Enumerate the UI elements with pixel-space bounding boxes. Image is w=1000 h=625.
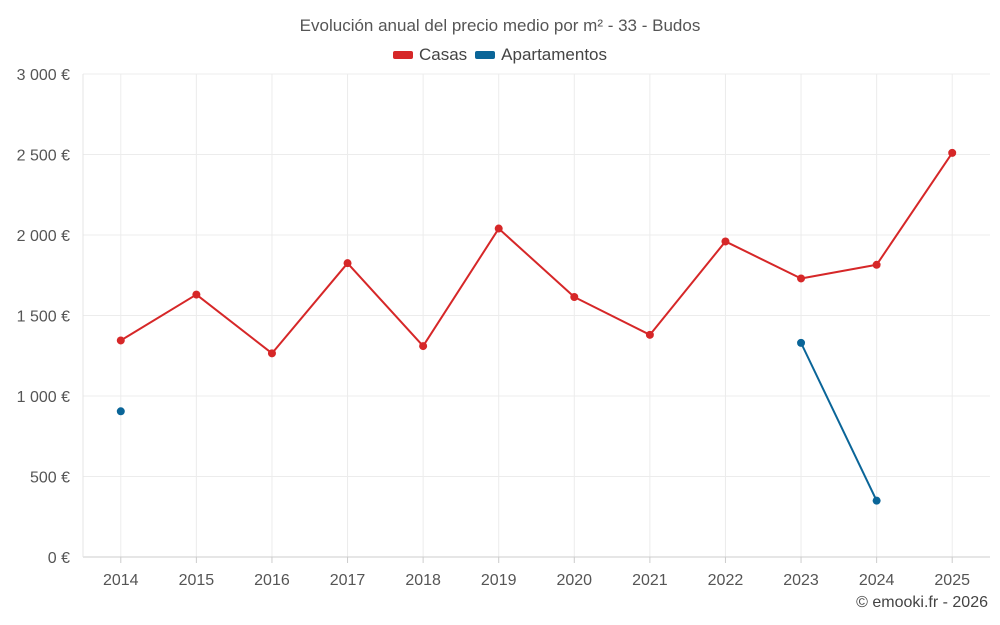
y-tick-label: 2 000 €: [17, 228, 70, 245]
data-point-casas[interactable]: [645, 330, 654, 339]
data-point-casas[interactable]: [419, 342, 428, 351]
copyright-credit: © emooki.fr - 2026: [856, 594, 988, 611]
data-point-casas[interactable]: [192, 290, 201, 299]
y-tick-label: 1 500 €: [17, 309, 70, 326]
x-tick-label: 2023: [783, 572, 819, 589]
data-point-casas[interactable]: [570, 292, 579, 301]
x-tick-label: 2019: [481, 572, 517, 589]
x-tick-label: 2021: [632, 572, 668, 589]
axes-layer: 0 € 500 € 1 000 € 1 500 € 2 000 € 2 500 € 3 00…: [17, 67, 990, 589]
x-tick-label: 2025: [934, 572, 970, 589]
data-point-casas[interactable]: [721, 237, 730, 246]
data-point-casas[interactable]: [797, 274, 806, 283]
chart-title: Evolución anual del precio medio por m² …: [299, 16, 701, 35]
chart-legend: Casas Apartamentos: [0, 45, 1000, 65]
x-tick-label: 2020: [556, 572, 592, 589]
x-tick-label: 2017: [330, 572, 366, 589]
y-tick-label: 2 500 €: [17, 148, 70, 165]
x-tick-label: 2015: [179, 572, 215, 589]
legend-label-apartamentos: Apartamentos: [501, 45, 608, 64]
x-tick-label: 2018: [405, 572, 441, 589]
data-point-casas[interactable]: [494, 224, 503, 233]
grid-layer: [83, 73, 990, 557]
data-point-apartamentos[interactable]: [872, 496, 881, 505]
x-tick-label: 2016: [254, 572, 290, 589]
data-point-apartamentos[interactable]: [797, 338, 806, 347]
x-tick-label: 2022: [708, 572, 744, 589]
y-tick-label: 1 000 €: [17, 389, 70, 406]
y-tick-label: 3 000 €: [17, 67, 70, 84]
series-line-apartamentos: [800, 342, 878, 502]
legend-label-casas: Casas: [418, 45, 468, 64]
data-point-casas[interactable]: [343, 259, 352, 268]
data-point-casas[interactable]: [267, 349, 276, 358]
series-layer: [116, 148, 957, 505]
y-tick-label: 500 €: [30, 470, 70, 487]
data-point-apartamentos[interactable]: [116, 407, 125, 416]
data-point-casas[interactable]: [116, 336, 125, 345]
x-tick-label: 2024: [859, 572, 895, 589]
legend-swatch-casas: [392, 51, 413, 59]
x-tick-label: 2014: [103, 572, 139, 589]
series-line-casas: [120, 152, 954, 355]
data-point-casas[interactable]: [948, 148, 957, 157]
legend-item-casas[interactable]: Casas: [392, 45, 468, 65]
legend-item-apartamentos[interactable]: Apartamentos: [475, 45, 607, 65]
y-tick-label: 0 €: [48, 550, 70, 567]
legend-swatch-apartamentos: [475, 51, 496, 59]
data-point-casas[interactable]: [872, 260, 881, 269]
